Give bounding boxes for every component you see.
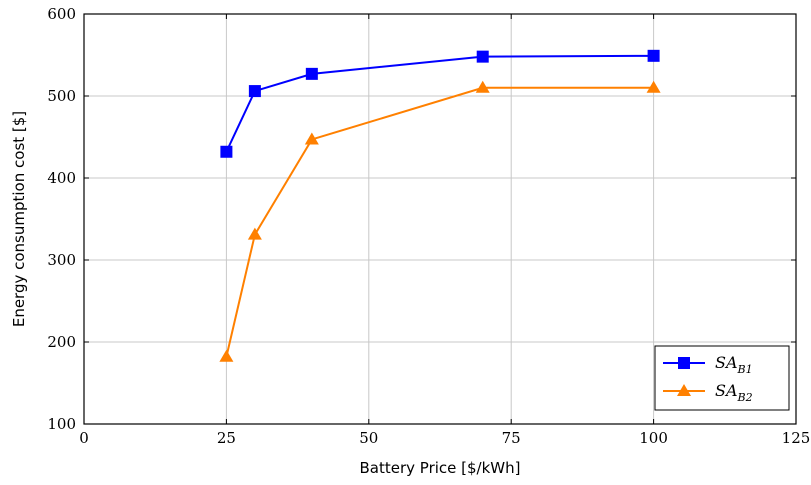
tick-labels: 0 25 50 75 100 125 100 200 300 400 500 600 xyxy=(47,5,810,447)
data-point-b1 xyxy=(305,67,318,80)
data-point-b1 xyxy=(220,145,233,158)
x-axis-label: Battery Price [$/kWh] xyxy=(360,459,521,477)
x-tick-label: 0 xyxy=(79,429,89,447)
legend-label: SAB2 xyxy=(715,381,753,404)
legend-series-subscript: B1 xyxy=(737,363,753,376)
legend-marker xyxy=(677,384,691,396)
data-point-b2 xyxy=(475,80,490,93)
y-tick-label: 600 xyxy=(47,5,76,23)
legend-entry-b2: SAB2 xyxy=(663,381,753,404)
y-tick-label: 300 xyxy=(47,251,76,269)
x-tick-label: 125 xyxy=(782,429,811,447)
data-point-b1 xyxy=(476,50,489,63)
data-point-b1 xyxy=(647,49,660,62)
x-tick-label: 100 xyxy=(639,429,668,447)
data-point-b2 xyxy=(219,349,234,362)
x-tick-label: 50 xyxy=(359,429,378,447)
series-b1 xyxy=(220,49,660,158)
y-tick-label: 100 xyxy=(47,415,76,433)
y-tick-label: 500 xyxy=(47,87,76,105)
legend-series-name: SA xyxy=(715,353,738,372)
legend-series-name: SA xyxy=(715,381,738,400)
y-axis-label: Energy consumption cost [$] xyxy=(10,111,28,327)
series-b2 xyxy=(219,80,661,362)
data-point-b2 xyxy=(247,227,262,240)
data-point-b1 xyxy=(248,85,261,98)
x-tick-label: 25 xyxy=(217,429,236,447)
data-point-b2 xyxy=(646,80,661,93)
legend-entry-b1: SAB1 xyxy=(663,353,753,376)
plot-frame xyxy=(83,13,797,425)
legend-marker xyxy=(678,357,690,369)
series-line-b1 xyxy=(225,54,654,153)
x-tick-label: 75 xyxy=(502,429,521,447)
legend-label: SAB1 xyxy=(715,353,753,376)
legend-series-subscript: B2 xyxy=(737,391,753,404)
y-tick-label: 200 xyxy=(47,333,76,351)
series-line-b2 xyxy=(225,86,654,357)
data-point-b2 xyxy=(304,132,319,145)
legend-box xyxy=(654,345,790,411)
series-layer xyxy=(219,49,661,362)
y-tick-label: 400 xyxy=(47,169,76,187)
